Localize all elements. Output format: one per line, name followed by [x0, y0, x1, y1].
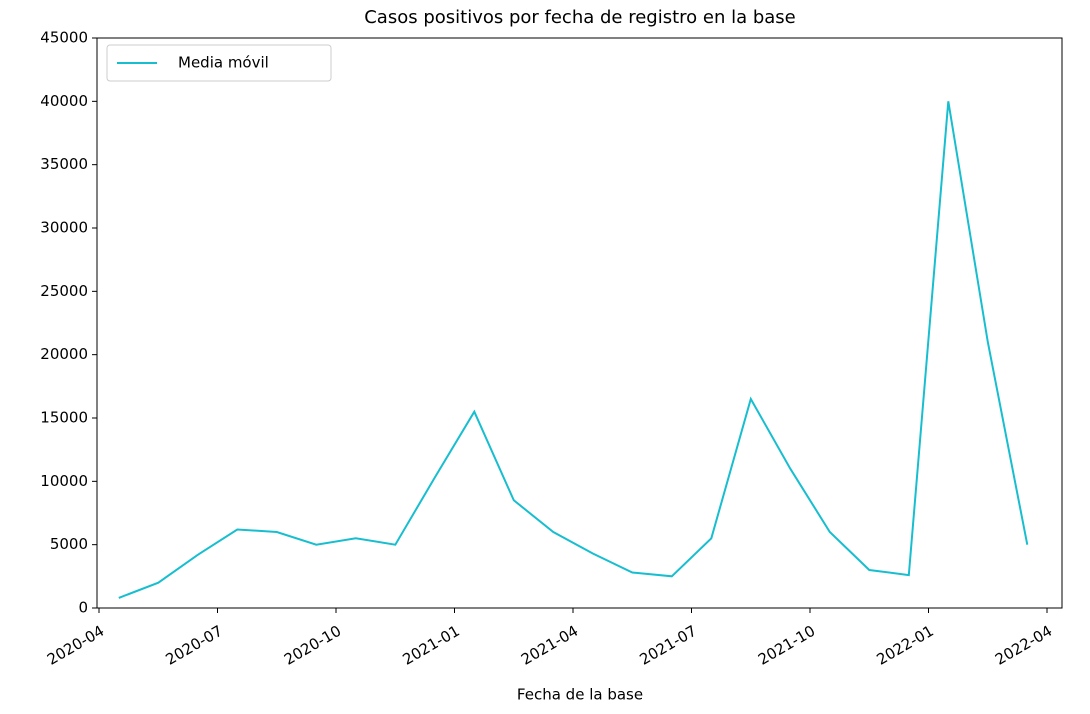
y-tick-label: 0 — [78, 599, 88, 617]
y-tick-label: 30000 — [40, 219, 88, 237]
x-tick-label: 2020-07 — [162, 622, 225, 669]
y-tick-label: 40000 — [40, 92, 88, 110]
legend-box — [106, 44, 332, 82]
legend-label: Media móvil — [178, 54, 269, 72]
y-tick-label: 15000 — [40, 409, 88, 427]
axes-frame — [96, 37, 1063, 609]
legend: Media móvil — [106, 44, 332, 82]
y-tick-label: 35000 — [40, 155, 88, 173]
x-axis-label: Fecha de la base — [517, 686, 643, 704]
x-tick-label: 2022-01 — [873, 622, 936, 669]
y-tick-label: 10000 — [40, 472, 88, 490]
x-tick-label: 2020-04 — [44, 622, 107, 669]
data-line — [118, 101, 1029, 599]
x-tick-label: 2022-04 — [992, 622, 1055, 669]
x-tick-label: 2020-10 — [281, 622, 344, 669]
x-tick-label: 2021-07 — [636, 622, 699, 669]
y-tick-label: 5000 — [50, 535, 88, 553]
x-tick-label: 2021-01 — [399, 622, 462, 669]
chart-title: Casos positivos por fecha de registro en… — [364, 7, 796, 28]
x-tick-label: 2021-04 — [518, 622, 581, 669]
y-tick-label: 45000 — [40, 29, 88, 47]
y-tick-label: 25000 — [40, 282, 88, 300]
x-tick-label: 2021-10 — [755, 622, 818, 669]
y-tick-label: 20000 — [40, 345, 88, 363]
